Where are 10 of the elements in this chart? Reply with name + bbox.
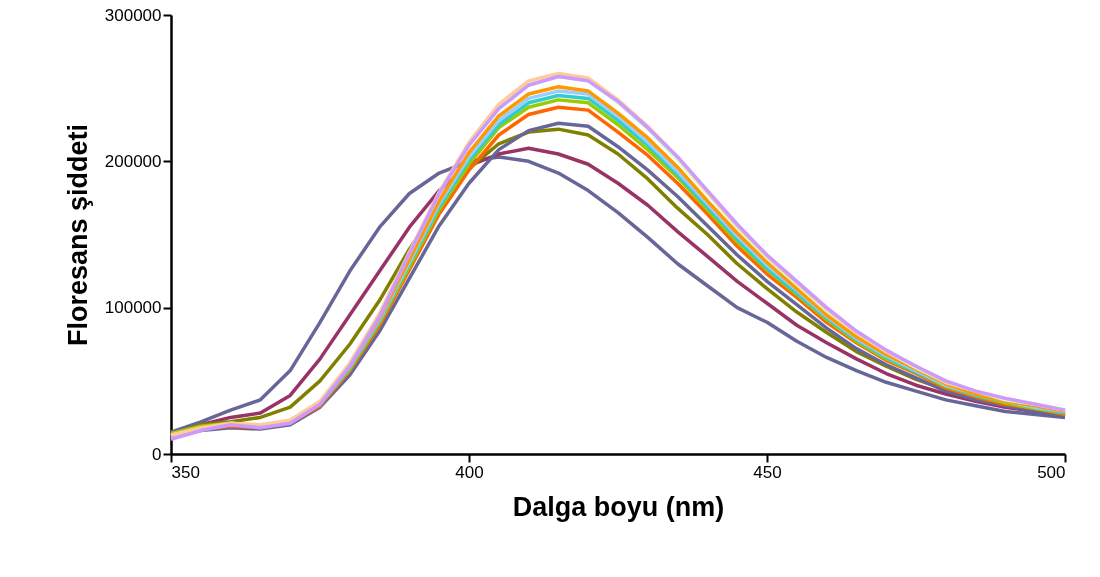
y-tick-label: 0 xyxy=(152,444,162,464)
x-tick-label: 400 xyxy=(455,462,484,482)
y-tick-label: 100000 xyxy=(104,298,162,318)
y-tick-label: 300000 xyxy=(104,5,162,25)
y-axis-title: Floresans şiddeti xyxy=(62,123,93,347)
x-axis-title: Dalga boyu (nm) xyxy=(512,491,725,522)
x-tick-label: 450 xyxy=(753,462,782,482)
y-tick-label: 200000 xyxy=(104,151,162,171)
x-tick-label: 500 xyxy=(1037,462,1066,482)
x-tick-label: 350 xyxy=(171,462,200,482)
